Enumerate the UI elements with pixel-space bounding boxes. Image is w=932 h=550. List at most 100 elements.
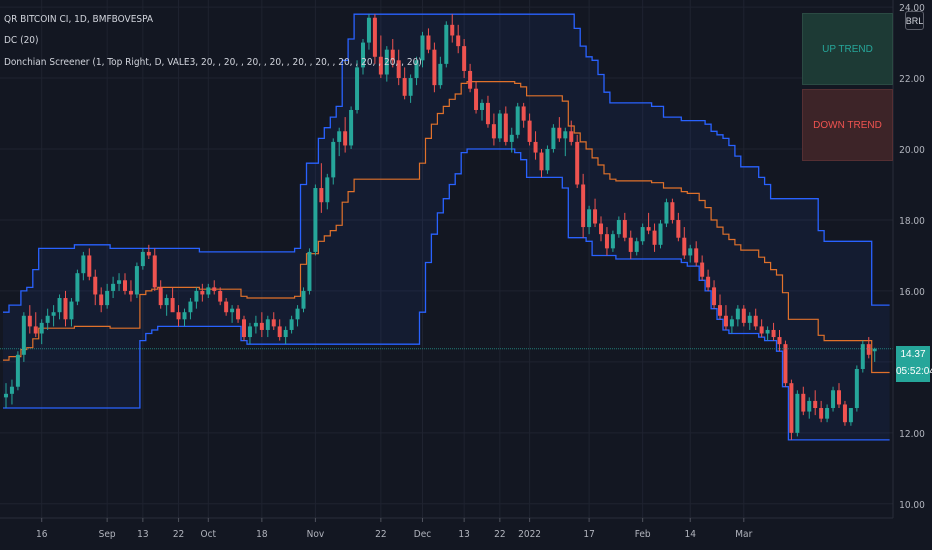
candle-body	[789, 383, 794, 433]
candle-body	[491, 124, 496, 139]
candle-body	[813, 400, 818, 409]
candle-body	[533, 141, 538, 153]
y-tick-label: 16.00	[899, 287, 925, 298]
candle-body	[563, 131, 568, 139]
candle-body	[860, 344, 865, 369]
candle-body	[723, 315, 728, 327]
symbol-legend[interactable]: QR BITCOIN CI, 1D, BMFBOVESPA	[4, 14, 154, 25]
candle-body	[438, 63, 443, 86]
candle-body	[557, 127, 562, 139]
candle-body	[75, 273, 80, 302]
candle-body	[325, 177, 330, 203]
candle-body	[575, 141, 580, 185]
x-tick-label: 22	[494, 529, 505, 540]
candle-body	[593, 209, 598, 224]
y-axis-panel[interactable]	[893, 0, 932, 550]
candle-body	[277, 326, 282, 338]
candle-body	[426, 35, 431, 50]
candle-body	[783, 344, 788, 384]
candle-body	[63, 298, 68, 320]
candle-body	[842, 404, 847, 423]
candle-body	[33, 326, 38, 334]
candle-body	[485, 102, 490, 125]
candle-body	[319, 188, 324, 203]
candle-body	[765, 329, 770, 334]
candle-body	[688, 248, 693, 256]
candle-body	[271, 319, 276, 327]
candle-body	[69, 301, 74, 320]
candle-body	[27, 315, 32, 327]
candle-body	[718, 305, 722, 316]
x-tick-label: 14	[685, 529, 697, 540]
x-tick-label: 22	[173, 529, 184, 540]
candle-body	[819, 408, 824, 419]
x-tick-label: 18	[256, 529, 268, 540]
candles	[4, 14, 877, 440]
candle-body	[640, 227, 645, 242]
y-tick-label: 20.00	[899, 145, 925, 156]
candle-body	[801, 393, 806, 412]
candle-body	[15, 354, 20, 387]
candle-body	[676, 219, 681, 238]
candle-body	[825, 408, 830, 419]
candle-body	[230, 308, 235, 313]
x-tick-label: Dec	[414, 529, 431, 540]
x-axis[interactable]: 16 Sep 13 22 Oct 18 Nov 22 Dec 13 22 2022 17 Feb 14 Mar	[0, 517, 893, 540]
candle-body	[355, 67, 360, 110]
candle-body	[539, 152, 544, 171]
candle-body	[378, 56, 383, 75]
candle-body	[771, 329, 776, 338]
candle-body	[509, 134, 514, 142]
candle-body	[521, 106, 526, 121]
last-price-tag: 14.37 05:52:04	[896, 346, 932, 382]
candle-body	[301, 290, 306, 309]
candle-body	[4, 393, 8, 398]
candle-body	[670, 202, 675, 220]
candle-body	[795, 393, 800, 433]
candle-body	[735, 308, 740, 320]
dc-indicator-legend[interactable]: DC (20)	[4, 35, 39, 46]
candle-body	[837, 390, 841, 405]
candle-body	[664, 202, 669, 224]
candle-body	[777, 337, 782, 345]
candle-body	[622, 219, 627, 238]
down-trend-box: DOWN TREND	[802, 89, 893, 161]
candle-body	[450, 24, 455, 36]
candle-body	[497, 113, 502, 139]
candle-body	[551, 127, 556, 150]
candle-body	[848, 408, 853, 423]
candle-body	[242, 319, 246, 338]
candle-body	[854, 368, 859, 409]
candle-body	[93, 276, 98, 295]
candle-body	[527, 120, 532, 142]
lower-band-line	[3, 148, 890, 441]
candle-body	[224, 301, 229, 313]
candle-body	[259, 322, 264, 330]
candle-body	[372, 17, 377, 57]
x-tick-label: Nov	[307, 529, 325, 540]
currency-label[interactable]: BRL	[905, 11, 924, 30]
donchian-screener-legend[interactable]: Donchian Screener (1, Top Right, D, VALE…	[4, 57, 422, 68]
x-tick-label: Sep	[99, 529, 116, 540]
candle-body	[712, 287, 717, 306]
candle-body	[218, 290, 223, 302]
candle-body	[503, 113, 508, 142]
x-tick-label: 2022	[518, 529, 541, 540]
candle-body	[117, 280, 122, 284]
candle-body	[313, 188, 318, 252]
candle-body	[123, 280, 127, 291]
candle-body	[456, 35, 461, 47]
last-price-value: 14.37	[900, 349, 926, 360]
candle-body	[212, 287, 217, 291]
candle-body	[105, 290, 110, 306]
candle-body	[87, 255, 92, 277]
candle-body	[170, 298, 175, 313]
candle-body	[747, 315, 752, 323]
candle-body	[444, 24, 449, 64]
candle-body	[236, 308, 241, 320]
candle-body	[337, 131, 342, 142]
candle-body	[682, 237, 687, 256]
candle-body	[140, 251, 145, 267]
